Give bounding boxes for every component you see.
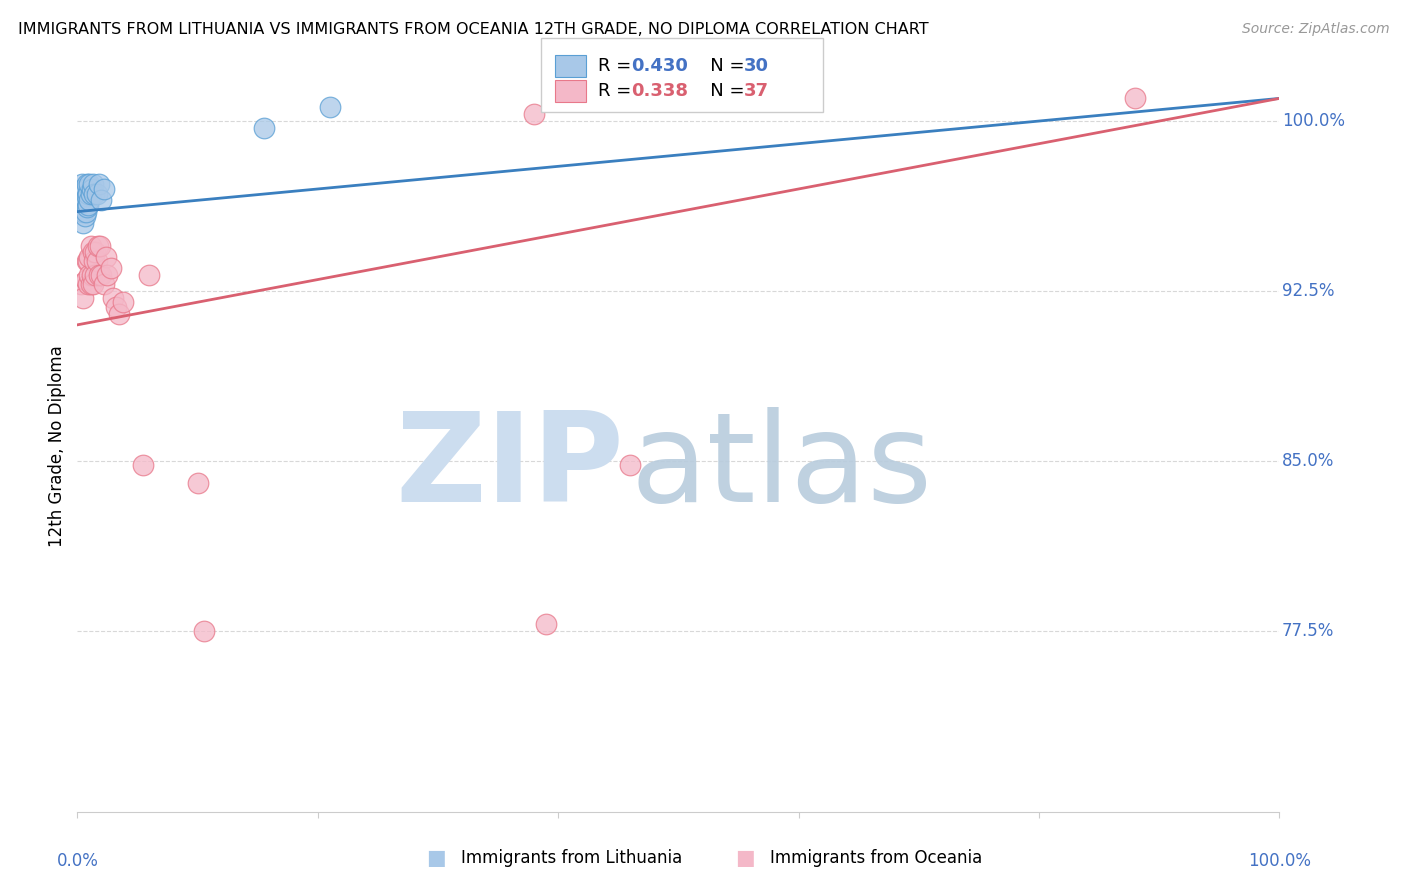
Point xyxy=(76,178,98,192)
Point xyxy=(87,268,110,282)
Text: 0.430: 0.430 xyxy=(631,57,688,75)
Point xyxy=(186,476,209,491)
Point xyxy=(100,261,122,276)
Point xyxy=(138,268,160,282)
Point xyxy=(76,188,98,202)
Text: ■: ■ xyxy=(735,848,755,868)
Point xyxy=(73,209,96,223)
Text: 0.338: 0.338 xyxy=(631,82,689,100)
Text: ZIP: ZIP xyxy=(395,408,624,528)
Point xyxy=(93,277,115,291)
Point xyxy=(1123,91,1146,105)
Point xyxy=(79,194,101,208)
Y-axis label: 12th Grade, No Diploma: 12th Grade, No Diploma xyxy=(48,345,66,547)
Text: N =: N = xyxy=(693,82,751,100)
Point xyxy=(319,100,342,114)
Text: 85.0%: 85.0% xyxy=(1282,451,1334,470)
Point xyxy=(75,272,97,286)
Point xyxy=(72,182,94,196)
Point xyxy=(193,624,215,638)
Point xyxy=(76,200,98,214)
Point xyxy=(73,186,96,201)
Point xyxy=(82,277,104,291)
Text: 0.0%: 0.0% xyxy=(56,852,98,870)
Point xyxy=(87,178,110,192)
Text: 100.0%: 100.0% xyxy=(1282,112,1346,130)
Point xyxy=(82,178,104,192)
Point xyxy=(111,295,134,310)
Point xyxy=(96,250,118,264)
Point xyxy=(80,268,103,282)
Text: Source: ZipAtlas.com: Source: ZipAtlas.com xyxy=(1241,22,1389,37)
Point xyxy=(83,186,105,201)
Point xyxy=(104,300,127,314)
Point xyxy=(82,245,104,260)
Point xyxy=(75,182,97,196)
Point xyxy=(90,268,112,282)
Text: Immigrants from Oceania: Immigrants from Oceania xyxy=(770,849,983,867)
Point xyxy=(72,204,94,219)
Text: 92.5%: 92.5% xyxy=(1282,282,1334,300)
Point xyxy=(89,238,111,252)
Text: 77.5%: 77.5% xyxy=(1282,622,1334,640)
Point xyxy=(79,186,101,201)
Point xyxy=(72,194,94,208)
Point xyxy=(75,204,97,219)
Point xyxy=(70,186,93,201)
Point xyxy=(79,268,101,282)
Point xyxy=(75,194,97,208)
Point xyxy=(108,306,131,320)
Point xyxy=(96,268,118,282)
Point xyxy=(87,238,110,252)
Text: atlas: atlas xyxy=(630,408,932,528)
Text: 100.0%: 100.0% xyxy=(1249,852,1310,870)
Point xyxy=(70,277,93,291)
Point xyxy=(77,254,100,268)
Point xyxy=(77,186,100,201)
Point xyxy=(79,250,101,264)
Point xyxy=(79,178,101,192)
Point xyxy=(93,182,115,196)
Point xyxy=(103,291,125,305)
Point xyxy=(79,277,101,291)
Text: ■: ■ xyxy=(426,848,446,868)
Text: N =: N = xyxy=(693,57,751,75)
Point xyxy=(77,277,100,291)
Text: Immigrants from Lithuania: Immigrants from Lithuania xyxy=(461,849,682,867)
Text: R =: R = xyxy=(598,82,637,100)
Point xyxy=(534,616,557,631)
Point xyxy=(72,216,94,230)
Point xyxy=(619,458,641,473)
Point xyxy=(90,194,112,208)
Text: 30: 30 xyxy=(744,57,769,75)
Point xyxy=(86,254,108,268)
Point xyxy=(84,245,107,260)
Point xyxy=(76,254,98,268)
Point xyxy=(253,120,276,135)
Point xyxy=(70,178,93,192)
Text: R =: R = xyxy=(598,57,637,75)
Text: 37: 37 xyxy=(744,82,769,100)
Point xyxy=(80,182,103,196)
Point xyxy=(523,107,546,121)
Point xyxy=(79,238,101,252)
Point xyxy=(132,458,155,473)
Point xyxy=(86,186,108,201)
Point xyxy=(84,268,107,282)
Text: IMMIGRANTS FROM LITHUANIA VS IMMIGRANTS FROM OCEANIA 12TH GRADE, NO DIPLOMA CORR: IMMIGRANTS FROM LITHUANIA VS IMMIGRANTS … xyxy=(18,22,929,37)
Point xyxy=(70,195,93,210)
Point xyxy=(72,291,94,305)
Point xyxy=(83,254,105,268)
Point xyxy=(73,198,96,212)
Point xyxy=(77,198,100,212)
